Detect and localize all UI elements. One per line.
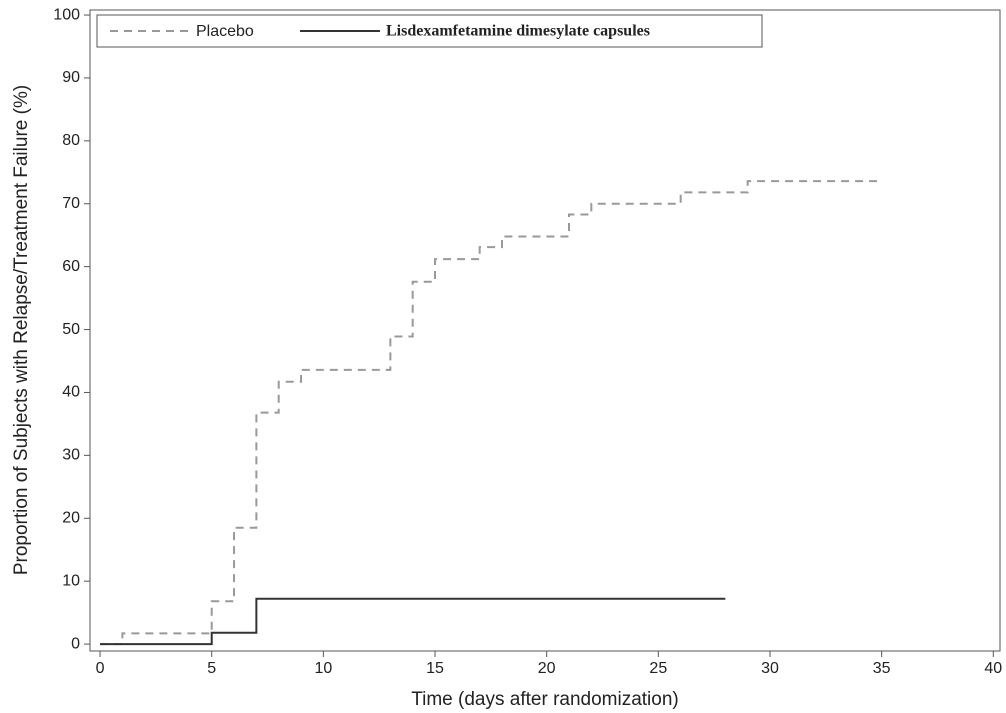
y-tick-label: 40 <box>62 384 80 401</box>
x-tick-label: 25 <box>649 660 667 677</box>
x-tick-label: 20 <box>538 660 556 677</box>
x-tick-label: 0 <box>96 660 105 677</box>
plot-frame <box>89 9 1001 652</box>
x-tick-label: 15 <box>426 660 444 677</box>
y-tick-label: 30 <box>62 447 80 464</box>
y-tick-label: 20 <box>62 509 80 526</box>
y-tick-label: 60 <box>62 258 80 275</box>
legend-box <box>96 14 763 48</box>
y-tick-label: 50 <box>62 321 80 338</box>
y-tick-label: 100 <box>53 6 80 23</box>
x-tick-label: 30 <box>761 660 779 677</box>
series-line <box>100 597 726 646</box>
x-tick-label: 10 <box>314 660 332 677</box>
x-tick-label: 5 <box>207 660 216 677</box>
y-tick-label: 10 <box>62 572 80 589</box>
x-tick-label: 40 <box>984 660 1002 677</box>
y-tick-label: 80 <box>62 132 80 149</box>
x-axis-title: Time (days after randomization) <box>411 689 679 710</box>
y-axis-title: Proportion of Subjects with Relapse/Trea… <box>11 85 32 575</box>
y-tick-label: 0 <box>71 635 80 652</box>
legend-label: Placebo <box>196 23 254 40</box>
y-tick-label: 70 <box>62 195 80 212</box>
y-tick-label: 90 <box>62 69 80 86</box>
x-tick-label: 35 <box>873 660 891 677</box>
series-line <box>100 180 882 646</box>
legend-label: Lisdexamfetamine dimesylate capsules <box>386 23 650 40</box>
